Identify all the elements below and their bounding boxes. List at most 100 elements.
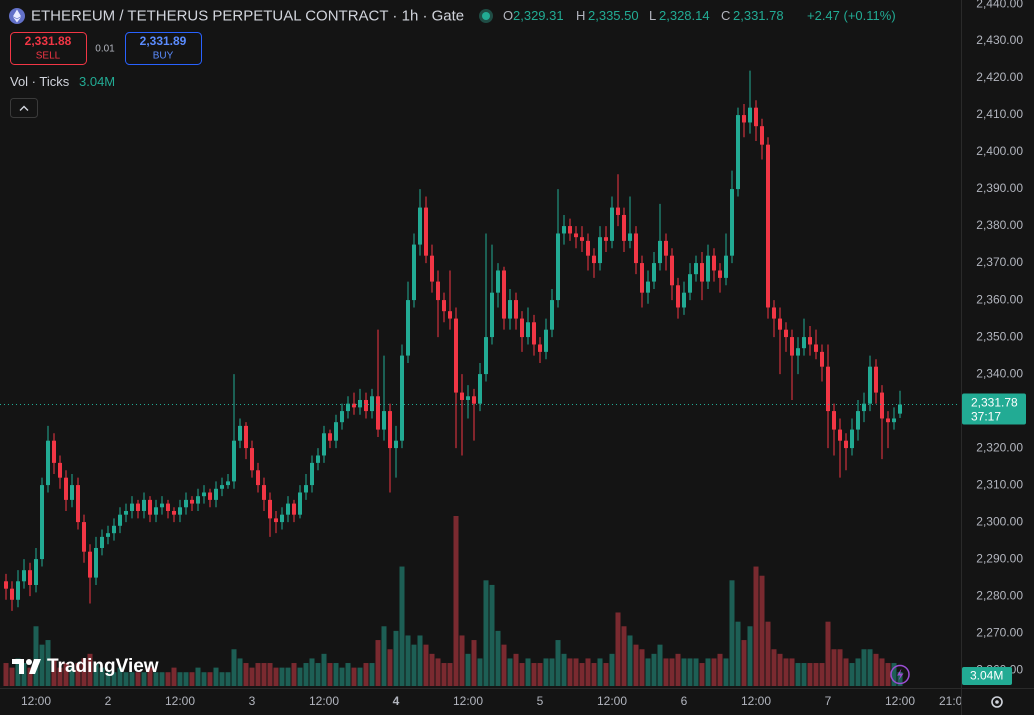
volume-bar [183, 672, 189, 686]
volume-bar [429, 653, 435, 686]
volume-bar [603, 663, 609, 686]
ohlc-label: L [649, 8, 656, 23]
volume-bar [849, 663, 855, 686]
candle-body [814, 344, 818, 352]
volume-bar [51, 658, 57, 686]
candle-body [856, 411, 860, 430]
volume-bar [615, 612, 621, 686]
volume-bar [231, 649, 237, 686]
y-tick-label: 2,440.00 [976, 0, 1023, 10]
volume-bar [747, 626, 753, 686]
alert-icon[interactable] [890, 664, 910, 685]
volume-badge-label: 3.04M [970, 669, 1003, 683]
volume-bar [411, 644, 417, 686]
x-tick-label: 4 [393, 694, 400, 708]
candle-body [790, 337, 794, 356]
candle-body [556, 233, 560, 301]
candle-body [886, 418, 890, 423]
volume-bar [27, 667, 33, 686]
volume-bar [339, 667, 345, 686]
volume-bar [279, 667, 285, 686]
candle-body [544, 329, 548, 352]
candle-body [292, 503, 296, 515]
volume-bar [597, 658, 603, 686]
volume-bar [303, 663, 309, 686]
x-tick-label: 2 [105, 694, 112, 708]
volume-bar [315, 663, 321, 686]
candle-body [328, 433, 332, 441]
volume-bar [441, 663, 447, 686]
settings-button[interactable] [991, 696, 1003, 708]
candle-body [178, 507, 182, 515]
volume-bar [165, 672, 171, 686]
volume-bar [267, 663, 273, 686]
price-badge [962, 393, 1026, 425]
candle-body [628, 233, 632, 241]
volume-bar [765, 621, 771, 686]
volume-bar [243, 663, 249, 686]
sell-button[interactable] [10, 32, 87, 65]
candle-body [88, 551, 92, 578]
volume-bar [351, 667, 357, 686]
volume-bar [45, 640, 51, 686]
volume-bar [21, 663, 27, 686]
volume-bar [633, 644, 639, 686]
candle-body [76, 485, 80, 523]
x-tick-label: 6 [681, 694, 688, 708]
candle-body [502, 270, 506, 319]
volume-bar [345, 663, 351, 686]
candle-body [232, 440, 236, 482]
candle-body [736, 115, 740, 190]
volume-bar [831, 649, 837, 686]
candle-body [58, 462, 62, 478]
candle-body [364, 399, 368, 412]
candle-body [580, 237, 584, 241]
candle-body [748, 107, 752, 123]
collapse-icon [19, 105, 29, 111]
volume-bar [705, 658, 711, 686]
candle-body [316, 455, 320, 463]
volume-bar [123, 672, 129, 686]
candle-body [22, 570, 26, 582]
volume-bar [135, 672, 141, 686]
brand-logo: TradingView [12, 656, 159, 677]
volume-bar [465, 653, 471, 686]
buy-button[interactable] [125, 32, 202, 65]
candle-body [64, 477, 68, 500]
candle-body [802, 337, 806, 349]
candle-body [526, 322, 530, 338]
candle-body [238, 425, 242, 441]
collapse-button[interactable] [10, 98, 38, 118]
volume-bar [87, 653, 93, 686]
volume-bar [393, 630, 399, 686]
candle-body [466, 396, 470, 400]
candle-body [190, 499, 194, 504]
volume-bar [93, 663, 99, 686]
candle-body [430, 255, 434, 282]
candle-body [832, 411, 836, 430]
volume-bar [681, 658, 687, 686]
candle-body [484, 337, 488, 375]
volume-bar [387, 649, 393, 686]
plot-area: 12:00 2 12:00 3 12:00 4 12:00 5 12:00 6 12:00 7 12:0… [0, 70, 969, 708]
y-tick-label: 2,420.00 [976, 70, 1023, 84]
volume-bar [357, 667, 363, 686]
candle-body [754, 107, 758, 127]
volume-bar [663, 658, 669, 686]
candle-body [724, 255, 728, 278]
candle-body [676, 285, 680, 308]
candle-body [40, 485, 44, 560]
volume-bar [381, 626, 387, 686]
candle-body [298, 492, 302, 515]
ohlc-label: H [576, 8, 585, 23]
candle-body [250, 448, 254, 471]
x-tick-label: 3 [249, 694, 256, 708]
logo-mark [29, 659, 41, 674]
candle-body [700, 263, 704, 282]
candle-body [454, 318, 458, 393]
candle-body [682, 292, 686, 308]
volume-bar [225, 672, 231, 686]
candle-body [280, 514, 284, 523]
candle-body [760, 126, 764, 145]
volume-bar [651, 653, 657, 686]
